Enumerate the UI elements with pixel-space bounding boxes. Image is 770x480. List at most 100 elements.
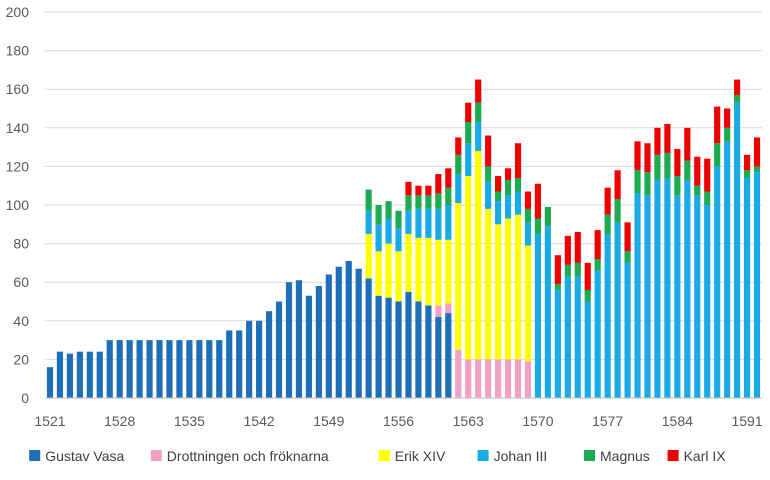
bar-segment (455, 174, 462, 204)
bar-segment (734, 94, 741, 103)
bar-segment (405, 210, 412, 234)
bar-segment (465, 176, 472, 360)
bar-segment (176, 340, 183, 398)
bar-segment (236, 330, 243, 398)
legend-label: Karl IX (684, 448, 727, 464)
bar-segment (504, 218, 512, 360)
x-tick-label: 1528 (104, 413, 135, 429)
bar-segment (644, 195, 651, 398)
bar-segment (743, 170, 751, 178)
bar-segment (295, 280, 303, 398)
legend: Gustav Vasa Drottningen och fröknarna Erik… (29, 448, 726, 464)
bar-segment (714, 166, 721, 398)
bar-segment (425, 185, 432, 196)
legend-item: Karl IX (667, 448, 727, 464)
bar-segment (485, 181, 492, 209)
bar-segment (495, 191, 502, 202)
bar-segment (634, 141, 641, 171)
x-tick-label: 1521 (34, 413, 65, 429)
bar-segment (445, 313, 452, 398)
y-tick-label: 40 (13, 313, 29, 329)
bar-segment (674, 195, 681, 398)
bar-segment (634, 193, 641, 398)
bar-segment (514, 359, 522, 398)
bar-segment (365, 210, 372, 234)
bar-segment (534, 218, 542, 234)
bar-segment (475, 122, 482, 151)
bar-segment (405, 195, 412, 211)
bar-segment (753, 166, 761, 173)
y-tick-label: 100 (6, 197, 30, 213)
y-tick-label: 0 (21, 390, 29, 406)
bar-segment (694, 156, 701, 186)
x-tick-label: 1549 (313, 413, 344, 429)
bar-segment (365, 233, 372, 279)
bar-segment (216, 340, 223, 398)
bar-segment (475, 102, 482, 123)
bar-segment (186, 340, 193, 398)
bar-segment (704, 191, 711, 205)
x-tick-label: 1577 (592, 413, 623, 429)
bar-segment (465, 143, 472, 177)
bar-segment (435, 316, 442, 398)
x-tick-label: 1556 (383, 413, 414, 429)
bar-segment (445, 187, 452, 205)
bar-segment (455, 349, 462, 398)
bar-segment (445, 239, 452, 304)
bar-segment (564, 276, 571, 398)
bar-segment (594, 270, 601, 398)
bar-segment (96, 351, 103, 398)
bar-segment (46, 367, 54, 398)
bar-segment (574, 276, 581, 398)
bar-segment (564, 264, 571, 277)
bar-segment (415, 185, 422, 196)
bar-segment (385, 218, 392, 244)
x-tick-label: 1591 (731, 413, 762, 429)
legend-swatch (584, 450, 595, 461)
bar-segment (604, 187, 611, 215)
bar-segment (574, 232, 581, 263)
y-tick-label: 140 (6, 120, 30, 136)
bar-segment (724, 127, 731, 142)
legend-label: Magnus (600, 448, 650, 464)
bar-segment (355, 268, 362, 398)
bar-segment (684, 160, 691, 180)
bar-segment (654, 154, 661, 180)
bar-segment (514, 177, 522, 192)
bar-segment (514, 143, 522, 178)
bar-segment (654, 179, 661, 398)
legend-label: Erik XIV (395, 448, 446, 464)
bar-segment (614, 222, 621, 398)
bar-segment (126, 340, 133, 398)
bar-segment (375, 251, 382, 296)
bar-segment (684, 179, 691, 398)
bar-segment (674, 149, 681, 177)
bar-segment (385, 243, 392, 298)
bar-segment (554, 289, 561, 398)
bar-segment (465, 102, 472, 123)
bar-segment (644, 143, 651, 173)
bar-segment (495, 201, 502, 225)
bar-segment (504, 168, 512, 180)
bar-segment (405, 181, 412, 196)
y-tick-label: 160 (6, 81, 30, 97)
bar-segment (624, 262, 631, 398)
bar-segment (504, 179, 512, 196)
bar-segment (724, 141, 731, 398)
bar-segment (594, 259, 601, 271)
bar-segment (156, 340, 163, 398)
bar-segment (743, 154, 751, 171)
bar-segment (564, 235, 571, 265)
legend-swatch (477, 450, 489, 461)
bar-segment (674, 176, 681, 196)
bar-segment (584, 301, 591, 398)
legend-item: Magnus (584, 448, 650, 464)
y-tick-label: 200 (6, 4, 30, 20)
bar-segment (425, 305, 432, 398)
bar-segment (554, 255, 561, 285)
bars (46, 79, 761, 399)
bar-segment (554, 284, 561, 290)
bar-segment (405, 291, 412, 398)
bar-segment (166, 340, 173, 398)
